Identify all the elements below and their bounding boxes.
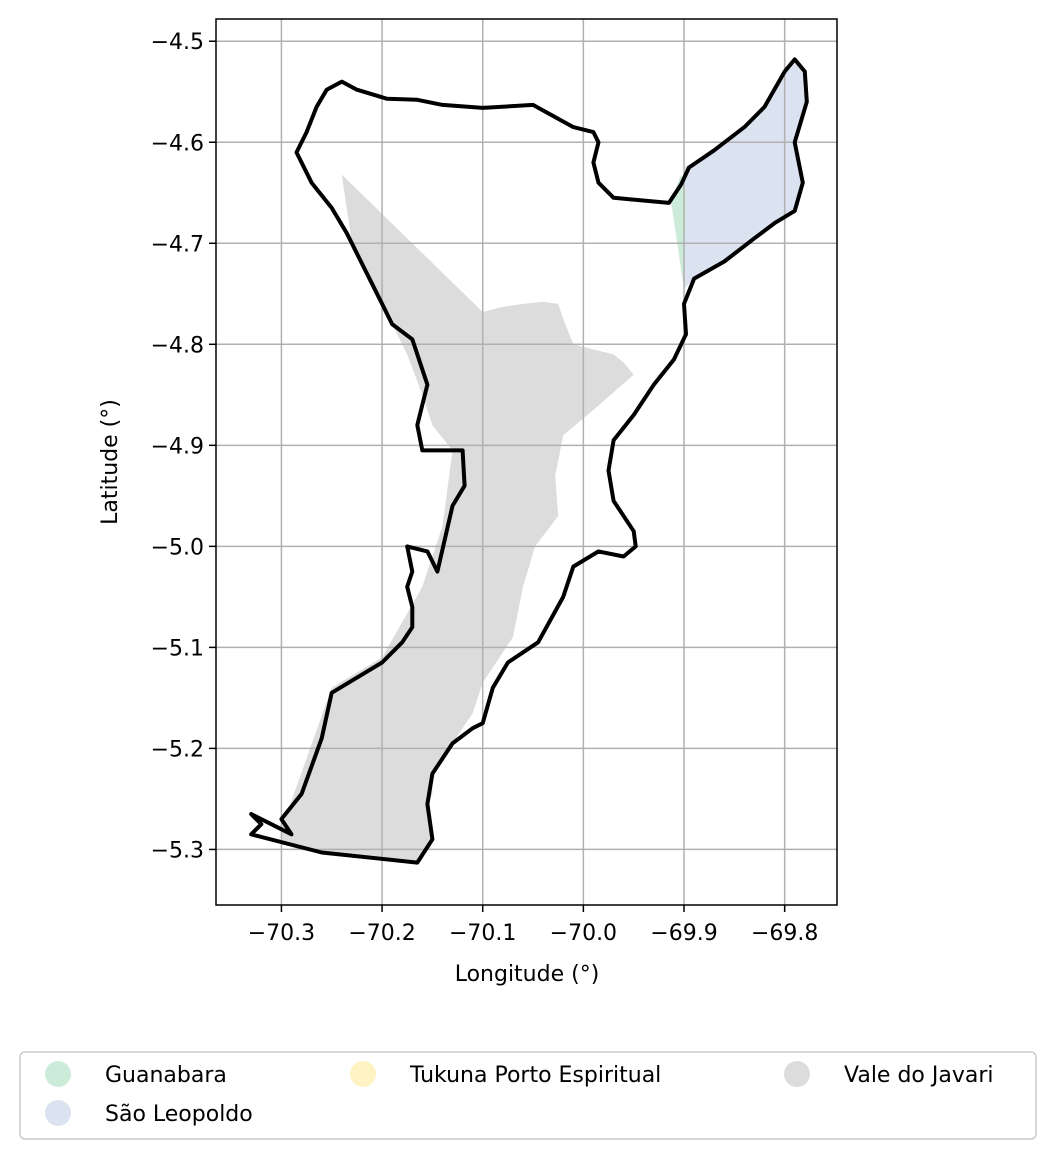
region-vale-do-javari	[281, 174, 634, 863]
region-sao-leopoldo	[676, 59, 807, 289]
legend: Guanabara São Leopoldo Tukuna Porto Espiri…	[19, 1051, 1037, 1140]
x-tick-label: −69.8	[751, 921, 818, 946]
gridlines	[216, 19, 837, 905]
legend-marker	[45, 1061, 71, 1087]
y-tick-label: −4.8	[151, 333, 204, 358]
x-tick-label: −70.3	[248, 921, 315, 946]
y-tick-label: −4.7	[151, 232, 204, 257]
x-tick-label: −70.0	[550, 921, 617, 946]
plot-frame	[215, 18, 838, 906]
y-tick-label: −4.9	[151, 434, 204, 459]
x-axis-title: Longitude (°)	[455, 962, 600, 987]
y-axis-title: Latitude (°)	[98, 399, 123, 525]
region-guanabara	[670, 174, 686, 289]
y-tick-label: −4.6	[151, 131, 204, 156]
legend-box	[19, 1051, 1037, 1140]
x-axis: −70.3 −70.2 −70.1 −70.0 −69.9 −69.8	[248, 905, 818, 946]
legend-label: Guanabara	[105, 1063, 227, 1088]
x-tick-label: −70.2	[348, 921, 415, 946]
y-tick-label: −5.1	[151, 636, 204, 661]
y-tick-label: −5.2	[151, 737, 204, 762]
legend-marker	[784, 1061, 810, 1087]
legend-label: São Leopoldo	[105, 1102, 253, 1127]
legend-label: Tukuna Porto Espiritual	[409, 1063, 661, 1088]
y-tick-label: −4.5	[151, 30, 204, 55]
y-axis: −4.5 −4.6 −4.7 −4.8 −4.9 −5.0 −5.1 −5.2 −5.3	[151, 30, 216, 863]
y-tick-label: −5.3	[151, 838, 204, 863]
x-tick-label: −70.1	[449, 921, 516, 946]
plot-area	[215, 18, 838, 906]
regions-layer	[281, 59, 807, 863]
territory-outline	[249, 57, 809, 865]
legend-label: Vale do Javari	[844, 1063, 994, 1088]
legend-marker	[45, 1100, 71, 1126]
legend-marker	[350, 1061, 376, 1087]
y-tick-label: −5.0	[151, 535, 204, 560]
x-tick-label: −69.9	[650, 921, 717, 946]
